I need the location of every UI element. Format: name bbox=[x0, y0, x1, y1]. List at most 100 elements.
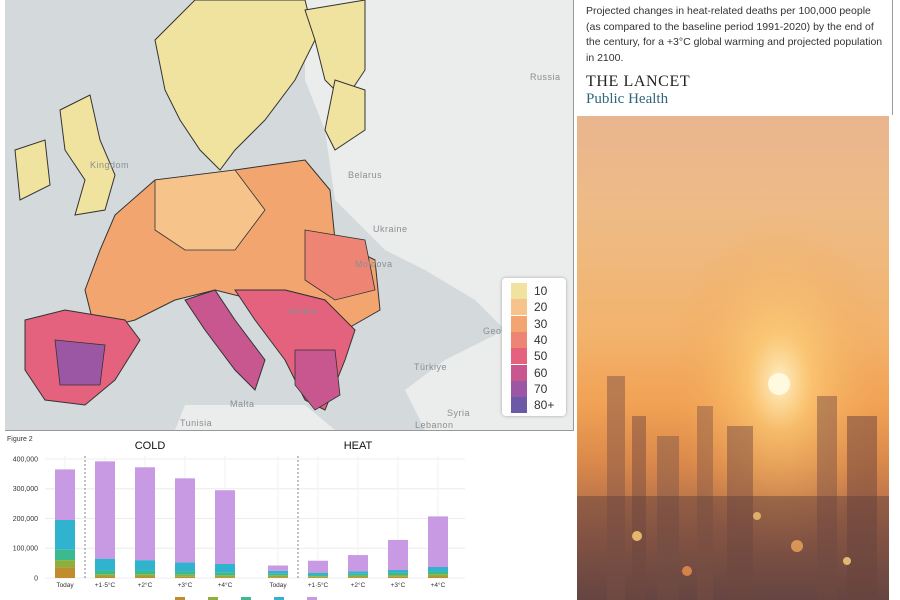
bar-segment bbox=[388, 539, 408, 570]
bar-segment bbox=[268, 575, 288, 578]
bar-chart-svg: Figure 2 0 100,000 200,000 300,000 400,000 T… bbox=[7, 436, 465, 600]
bar-segment bbox=[215, 564, 235, 573]
bar-segment bbox=[428, 566, 448, 572]
legend-item: 70 bbox=[511, 380, 563, 397]
x-tick-label: +4°C bbox=[431, 581, 446, 589]
bar-segment bbox=[175, 562, 195, 572]
legend-swatch bbox=[208, 597, 218, 600]
country-label: Malta bbox=[230, 399, 255, 409]
legend-swatch bbox=[511, 380, 527, 397]
bar-segment bbox=[175, 574, 195, 577]
bar-segment bbox=[308, 576, 328, 578]
legend-item: 80+ bbox=[511, 397, 563, 414]
x-tick-label: Today bbox=[269, 582, 287, 589]
bar-segment bbox=[135, 467, 155, 561]
country-label: Türkiye bbox=[414, 362, 448, 372]
y-tick-label: 400,000 bbox=[13, 456, 38, 463]
bar-segment bbox=[175, 576, 195, 578]
bar-segment bbox=[348, 575, 368, 578]
city-skyline-image bbox=[577, 116, 889, 600]
bar-segment bbox=[348, 573, 368, 576]
legend-item: 50 bbox=[511, 348, 563, 365]
bar-segment bbox=[55, 549, 75, 561]
panel-title: HEAT bbox=[344, 440, 373, 452]
bar-segment bbox=[428, 576, 448, 578]
country-label: Tunisia bbox=[180, 418, 213, 428]
map-caption: Projected changes in heat-related deaths… bbox=[586, 5, 883, 64]
bar-segment bbox=[308, 577, 328, 578]
bar-segment bbox=[135, 574, 155, 577]
legend-swatch bbox=[511, 299, 527, 316]
legend-item: 30 bbox=[511, 315, 563, 332]
legend-item: 20 bbox=[511, 299, 563, 316]
legend-label: 50 bbox=[534, 349, 548, 364]
heat-deaths-map[interactable]: Russia Belarus Ukraine Moldova Serbia Tü… bbox=[5, 0, 574, 431]
x-tick-label: +2°C bbox=[351, 581, 366, 589]
info-panel: Projected changes in heat-related deaths… bbox=[577, 0, 893, 115]
country-label: Russia bbox=[530, 72, 561, 82]
bar-segment bbox=[135, 560, 155, 571]
bar-segment bbox=[388, 575, 408, 577]
country-label: Lebanon bbox=[415, 420, 454, 430]
map-canvas[interactable] bbox=[5, 0, 573, 430]
country-label: Serbia bbox=[288, 306, 318, 316]
bar-segment bbox=[428, 571, 448, 575]
country-label: Moldova bbox=[355, 259, 393, 269]
legend-label: 60 bbox=[534, 365, 548, 380]
bar-segment bbox=[95, 570, 115, 575]
bar-segment bbox=[348, 577, 368, 578]
x-tick-label: Today bbox=[56, 582, 74, 589]
legend-swatch bbox=[511, 397, 527, 414]
bar-segment bbox=[348, 571, 368, 574]
bar-segment bbox=[388, 576, 408, 578]
legend-label: 30 bbox=[534, 316, 548, 331]
bar-segment bbox=[308, 572, 328, 576]
bar-segment bbox=[175, 571, 195, 575]
legend-swatch bbox=[274, 597, 284, 600]
bar-segment bbox=[348, 555, 368, 572]
bar-segment bbox=[308, 560, 328, 573]
y-tick-label: 300,000 bbox=[13, 486, 38, 493]
bar-segment bbox=[95, 574, 115, 577]
x-tick-label: +4°C bbox=[218, 581, 233, 589]
legend-label: 80+ bbox=[534, 398, 555, 413]
legend-swatch bbox=[511, 364, 527, 381]
bar-segment bbox=[268, 577, 288, 578]
country-label: Geo bbox=[483, 326, 502, 336]
bar-segment bbox=[55, 469, 75, 520]
bar-segment bbox=[428, 516, 448, 567]
country-label: Ukraine bbox=[373, 224, 408, 234]
bars bbox=[55, 461, 448, 578]
bar-segment bbox=[268, 570, 288, 574]
bar-segment bbox=[135, 570, 155, 575]
legend-swatch bbox=[511, 283, 527, 299]
bar-segment bbox=[268, 565, 288, 571]
x-tick-label: +1·5°C bbox=[95, 581, 116, 589]
country-label: Kingdom bbox=[90, 160, 130, 170]
legend-label: 70 bbox=[534, 381, 548, 396]
legend-item: 10 bbox=[511, 283, 563, 299]
x-tick-label: +3°C bbox=[178, 581, 193, 589]
legend-swatch bbox=[511, 331, 527, 348]
bar-segment bbox=[428, 574, 448, 577]
journal-title: THE LANCET bbox=[586, 73, 691, 90]
bar-segment bbox=[388, 572, 408, 576]
bar-segment bbox=[95, 576, 115, 578]
bar-segment bbox=[215, 572, 235, 576]
x-tick-label: +2°C bbox=[138, 581, 153, 589]
x-axis: Today +1·5°C +2°C +3°C +4°C Today +1·5°C +2°C +3… bbox=[56, 581, 445, 589]
bar-segment bbox=[135, 576, 155, 578]
bar-segment bbox=[55, 519, 75, 550]
figure-label: Figure 2 bbox=[7, 436, 33, 443]
y-tick-label: 0 bbox=[34, 576, 38, 583]
legend-swatch bbox=[511, 348, 527, 365]
panel-titles: COLD HEAT bbox=[135, 440, 373, 452]
panel-title: COLD bbox=[135, 440, 166, 452]
country-label: Belarus bbox=[348, 170, 383, 180]
chart-legend bbox=[175, 597, 317, 600]
city-sunset-photo bbox=[577, 116, 889, 600]
bar-segment bbox=[95, 558, 115, 571]
legend-label: 20 bbox=[534, 300, 548, 315]
bar-segment bbox=[175, 478, 195, 563]
journal-subtitle: Public Health bbox=[586, 91, 669, 107]
